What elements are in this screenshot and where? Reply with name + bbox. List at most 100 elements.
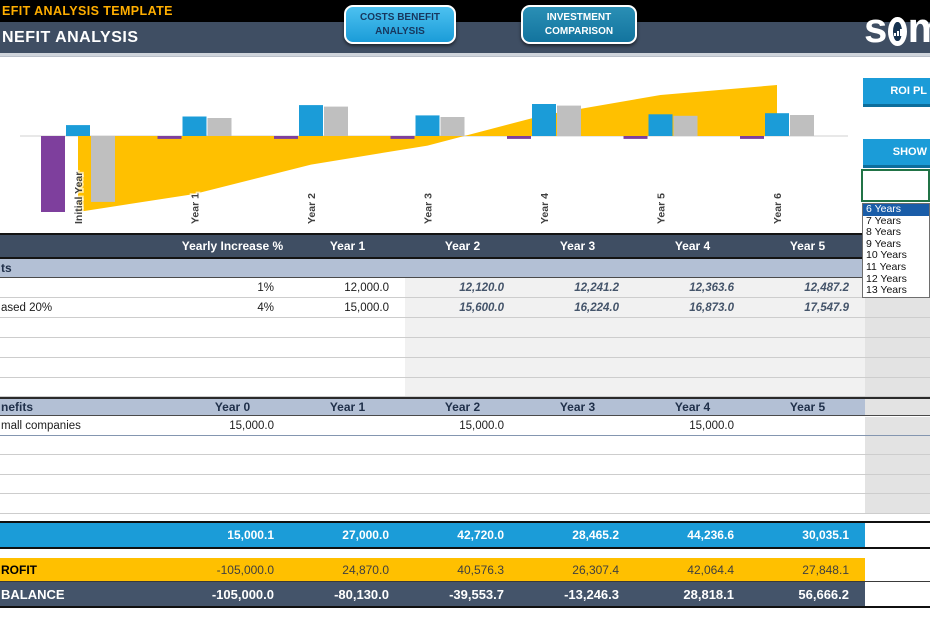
roi-plot-button[interactable]: ROI PL <box>863 78 930 107</box>
balance-year5: 56,666.2 <box>798 586 849 602</box>
total-year3: 28,465.2 <box>572 528 619 542</box>
right-col-cell <box>865 298 930 317</box>
benefits-section-row: nefits Year 0 Year 1 Year 2 Year 3 Year … <box>0 397 930 416</box>
profit-year3: 26,307.4 <box>572 562 619 577</box>
top-title-bar <box>0 0 930 22</box>
year1-cell[interactable] <box>290 417 405 435</box>
year4-cell: 12,363.6 <box>635 278 750 297</box>
years-option[interactable]: 7 Years <box>866 215 902 227</box>
empty-benefit-row[interactable] <box>0 475 930 494</box>
benefits-header-year2: Year 2 <box>444 400 481 414</box>
empty-cost-row[interactable] <box>0 378 930 397</box>
header-cell-year2: Year 2 <box>444 239 481 253</box>
header-cell-year1: Year 1 <box>329 239 366 253</box>
years-option[interactable]: 6 Years <box>863 204 929 216</box>
years-option[interactable]: 9 Years <box>866 238 902 250</box>
total-year1: 27,000.0 <box>342 528 389 542</box>
benefit-label[interactable]: mall companies <box>1 420 81 432</box>
benefits-header-year1: Year 1 <box>329 400 366 414</box>
logo-text-post: m <box>907 4 930 51</box>
spacer-cell <box>865 558 930 581</box>
svg-text:Year 5: Year 5 <box>656 193 668 224</box>
years-option[interactable]: 11 Years <box>866 261 907 273</box>
year3-cell: 12,241.2 <box>520 278 635 297</box>
year5-cell: 12,487.2 <box>750 278 865 297</box>
years-option[interactable]: 13 Years <box>866 285 907 297</box>
svg-text:Year 4: Year 4 <box>539 193 551 224</box>
empty-cost-row[interactable] <box>0 338 930 358</box>
logo-text-pre: s <box>864 4 887 51</box>
balance-year1: -80,130.0 <box>334 586 389 602</box>
svg-text:Year 1: Year 1 <box>190 193 202 224</box>
svg-text:Year 2: Year 2 <box>306 193 318 224</box>
cost-label[interactable] <box>0 278 175 297</box>
header-bar <box>0 22 930 53</box>
roi-chart: Initial Year Year 1 Year 2 Year 3 Year 4 Year… <box>20 85 848 226</box>
year5-cell: 17,547.9 <box>750 298 865 317</box>
spacer-cell <box>865 582 930 606</box>
yearly-increase-cell[interactable]: 4% <box>257 301 274 314</box>
year5-cell[interactable] <box>750 417 865 435</box>
year4-cell[interactable]: 15,000.0 <box>689 420 734 432</box>
total-year4: 44,236.6 <box>687 528 734 542</box>
total-year2: 42,720.0 <box>457 528 504 542</box>
year3-cell[interactable] <box>520 417 635 435</box>
years-combobox[interactable] <box>861 169 930 202</box>
benefits-header-year5: Year 5 <box>789 400 826 414</box>
year2-cell: 15,600.0 <box>405 298 520 317</box>
investment-comparison-button[interactable]: INVESTMENT COMPARISON <box>521 5 637 44</box>
years-dropdown-list[interactable]: 6 Years 7 Years 8 Years 9 Years 10 Years 11 Y… <box>862 203 930 298</box>
empty-cost-row[interactable] <box>0 318 930 338</box>
header-bevel <box>0 53 930 57</box>
profit-year5: 27,848.1 <box>802 562 849 577</box>
header-cell <box>0 235 175 257</box>
total-year5: 30,035.1 <box>802 528 849 542</box>
total-year0: 15,000.1 <box>227 528 274 542</box>
roi-plot-button-label: ROI PL <box>890 85 927 97</box>
empty-benefit-row[interactable] <box>0 436 930 455</box>
profit-year0: -105,000.0 <box>216 562 274 577</box>
balance-year4: 28,818.1 <box>683 586 734 602</box>
right-col-cell <box>865 417 930 435</box>
year1-cell[interactable]: 12,000.0 <box>344 281 389 294</box>
balance-label: BALANCE <box>1 586 65 602</box>
header-cell-yearly-increase: Yearly Increase % <box>181 239 284 253</box>
spacer-cell <box>865 523 930 547</box>
years-option[interactable]: 8 Years <box>866 227 902 239</box>
total-benefits-row: 15,000.1 27,000.0 42,720.0 28,465.2 44,2… <box>0 521 930 549</box>
svg-text:Year 6: Year 6 <box>772 193 784 224</box>
years-option[interactable]: 12 Years <box>866 273 907 285</box>
investment-comparison-button-label: INVESTMENT COMPARISON <box>544 12 614 37</box>
year0-cell[interactable]: 15,000.0 <box>229 420 274 432</box>
show-button-label: SHOW <box>892 146 927 158</box>
yearly-increase-cell[interactable]: 1% <box>257 281 274 294</box>
header-cell-year3: Year 3 <box>559 239 596 253</box>
year2-cell: 12,120.0 <box>405 278 520 297</box>
right-col-cell <box>865 399 930 415</box>
cost-label[interactable]: ased 20% <box>1 301 53 314</box>
profit-year4: 42,064.4 <box>687 562 734 577</box>
empty-benefit-row[interactable] <box>0 494 930 514</box>
app-title: EFIT ANALYSIS TEMPLATE <box>2 4 173 18</box>
show-button[interactable]: SHOW <box>863 139 930 168</box>
year1-cell[interactable]: 15,000.0 <box>344 301 389 314</box>
balance-year2: -39,553.7 <box>449 586 504 602</box>
total-label <box>0 523 175 547</box>
benefits-section-label: nefits <box>1 400 34 414</box>
benefits-header-year3: Year 3 <box>559 400 596 414</box>
costs-benefit-analysis-button[interactable]: COSTS BENEFIT ANALYSIS <box>344 5 456 44</box>
page-title: NEFIT ANALYSIS <box>2 29 139 46</box>
year2-cell[interactable]: 15,000.0 <box>459 420 504 432</box>
year3-cell: 16,224.0 <box>520 298 635 317</box>
empty-cost-row[interactable] <box>0 358 930 378</box>
balance-year3: -13,246.3 <box>564 586 619 602</box>
costs-section-label: ts <box>1 261 12 275</box>
years-option[interactable]: 10 Years <box>866 250 907 262</box>
costs-section-row: ts <box>0 259 930 278</box>
table-header-row: Yearly Increase % Year 1 Year 2 Year 3 Y… <box>0 233 930 259</box>
cost-row: 1% 12,000.0 12,120.0 12,241.2 12,363.6 1… <box>0 278 930 298</box>
svg-text:Year 3: Year 3 <box>423 193 435 224</box>
benefits-header-year0: Year 0 <box>214 400 251 414</box>
empty-benefit-row[interactable] <box>0 455 930 475</box>
